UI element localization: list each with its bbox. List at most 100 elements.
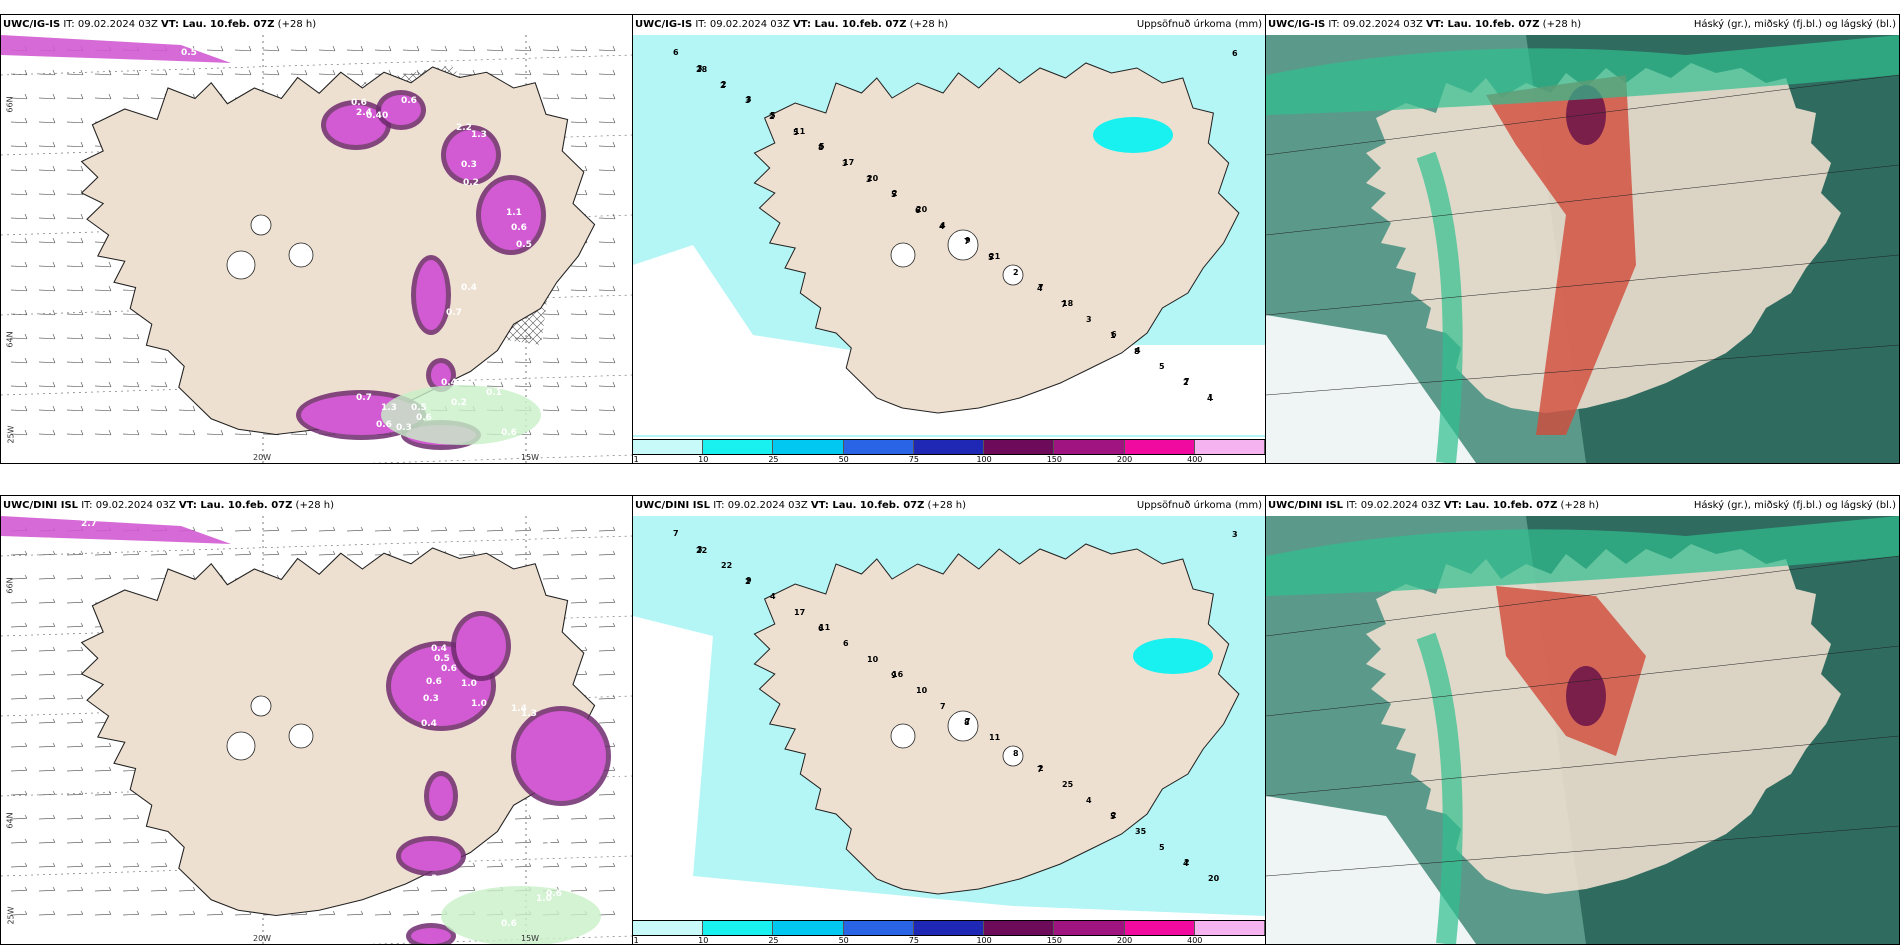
precip-value: 6 (915, 206, 921, 215)
wind-barb (598, 117, 616, 124)
precip-value: 2 (1183, 378, 1189, 387)
model-name: UWC/DINI ISL (3, 500, 79, 511)
wind-barb (66, 790, 84, 796)
wind-barb (598, 141, 616, 148)
precip-value: 35 (1135, 827, 1147, 836)
wind-barb (402, 910, 420, 916)
panel-title: UWC/IG-IS IT: 09.02.2024 03Z VT: Lau. 10… (1268, 15, 1581, 35)
snow-area (431, 363, 451, 387)
wind-barb (66, 357, 84, 364)
map-svg: 1.70.50.62.40.400.62.21.30.30.21.10.60.5… (1, 15, 632, 463)
legend-tick: 75 (908, 455, 919, 464)
wind-barb (178, 910, 196, 916)
precip-value: 2 (1013, 268, 1019, 277)
wind-barb (514, 357, 532, 364)
clear-area (1266, 796, 1476, 944)
snow-value: 2.0 (36, 537, 52, 547)
wind-barb (598, 69, 616, 76)
lon-label: 15W (521, 453, 540, 462)
precip-legend: 1 10 25 50 75 100 150 200 400 (633, 918, 1265, 944)
precip-value: 7 (1038, 283, 1044, 292)
snow-value: 0.5 (181, 48, 197, 58)
precip-value: 3 (746, 95, 752, 104)
snow-area (416, 260, 446, 330)
wind-barb (514, 550, 532, 556)
wind-barb (486, 45, 504, 52)
wind-barb (458, 526, 476, 532)
wind-barb (122, 93, 140, 100)
wind-barb (66, 766, 84, 772)
precip-max (1093, 117, 1173, 153)
lat-label: 25W (6, 906, 16, 925)
panel-header: UWC/DINI ISL IT: 09.02.2024 03Z VT: Lau.… (1, 496, 632, 516)
precip-value: 3 (697, 545, 703, 554)
wind-barb (486, 357, 504, 364)
wind-barb (318, 550, 336, 556)
precip-value: 17 (794, 608, 805, 617)
wind-barb (38, 670, 56, 676)
legend-swatch (1194, 921, 1265, 935)
legend-swatch (1054, 921, 1125, 935)
wind-barb (206, 429, 224, 436)
wind-barb (570, 622, 588, 628)
wind-barb (598, 646, 616, 652)
wind-barb (542, 333, 560, 340)
wind-barb (10, 261, 28, 268)
wind-barb (10, 718, 28, 724)
panel-precip-dini: 7 9 11 16 7 2 2 2 3 4 6 10 11 25 35 20 22 17 10 7 8 4 5 3 2 6 9 8 7 5… (632, 495, 1266, 945)
wind-barb (318, 69, 336, 76)
precip-legend: 1 10 25 50 75 100 150 200 400 (633, 437, 1265, 463)
snow-value: 1.3 (521, 709, 537, 719)
wind-barb (290, 69, 308, 76)
panel-precip-igis: 6 3 5 2 9 7 6 7 3 5 17 20 21 18 4 1 2 11 20 4 2 3 5 6 3 8 5 7 4 1 2 28 2… (632, 14, 1266, 464)
wind-barb (122, 429, 140, 436)
wind-barb (206, 550, 224, 556)
lead-time: (+28 h) (274, 19, 317, 30)
legend-swatch (1194, 440, 1265, 454)
field-description: Háský (gr.), miðský (fj.bl.) og lágský (… (1693, 500, 1896, 511)
wind-barb (94, 381, 112, 388)
glacier-lake (288, 242, 314, 268)
snow-area (411, 928, 451, 944)
wind-barb (318, 45, 336, 52)
wind-barb (66, 261, 84, 268)
wind-barb (94, 838, 112, 844)
no-precip-area (633, 616, 1265, 944)
wind-barb (66, 598, 84, 604)
wind-barb (570, 598, 588, 604)
wind-barb (10, 598, 28, 604)
wind-barb (38, 429, 56, 436)
wind-barb (122, 910, 140, 916)
wind-barb (570, 381, 588, 388)
precip-value: 6 (818, 624, 824, 633)
wind-barb (290, 550, 308, 556)
wind-barb (10, 309, 28, 316)
wind-barb (94, 261, 112, 268)
precip-value: 2 (1038, 764, 1044, 773)
wind-barb (374, 910, 392, 916)
wind-barb (570, 285, 588, 292)
snow-value: 0.6 (401, 96, 417, 106)
field-description: Uppsöfnuð úrkoma (mm) (1136, 19, 1262, 30)
precip-value: 6 (1232, 49, 1238, 58)
wind-barb (570, 814, 588, 820)
wind-barb (570, 309, 588, 316)
glacier-lake (1002, 745, 1024, 767)
wind-barb (10, 790, 28, 796)
wind-barb (38, 117, 56, 124)
wind-barb (38, 718, 56, 724)
wind-barb (66, 718, 84, 724)
wind-barb (66, 333, 84, 340)
wind-barb (514, 69, 532, 76)
wind-barb (598, 694, 616, 700)
panel-clouds-igis: UWC/IG-IS IT: 09.02.2024 03Z VT: Lau. 10… (1265, 14, 1900, 464)
legend-tick: 400 (1187, 936, 1203, 945)
legend-tick: 200 (1116, 936, 1133, 945)
wind-barb (598, 790, 616, 796)
wind-barb (542, 574, 560, 580)
wind-barb (38, 766, 56, 772)
wind-barb (514, 862, 532, 868)
snow-value: 1.2 (456, 458, 472, 463)
legend-swatch (773, 921, 844, 935)
valid-time: VT: Lau. 10.feb. 07Z (161, 19, 275, 30)
